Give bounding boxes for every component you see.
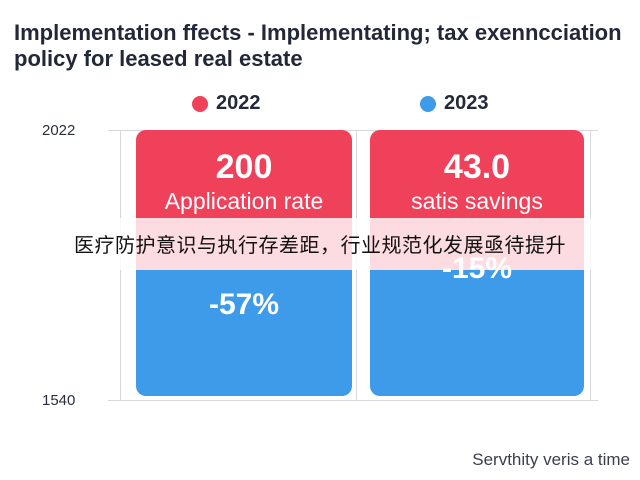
gridline-top xyxy=(108,130,598,131)
legend-swatch-2022 xyxy=(192,95,208,112)
y-tick-label-bottom: 1540 xyxy=(42,392,76,409)
legend: 2022 2023 xyxy=(0,92,640,116)
gridline-bottom xyxy=(108,400,598,401)
panel-1-top-value: 200 xyxy=(215,148,273,186)
chart-footer-note: Servthity veris a time xyxy=(472,450,630,469)
legend-label-2022: 2022 xyxy=(216,92,261,114)
legend-swatch-2023 xyxy=(420,95,436,112)
legend-item-2023: 2023 xyxy=(420,92,489,115)
panel-1-bottom-bar: -57% xyxy=(136,270,352,396)
panel-2-bottom-bar: -15% xyxy=(370,252,584,396)
y-tick-label-top: 2022 xyxy=(42,122,76,139)
caption-overlay-band xyxy=(0,218,640,270)
panel-1-bottom-value: -57% xyxy=(208,288,280,321)
panel-1-top-label: Application rate xyxy=(164,188,324,214)
chart-title: Implementation ffects - Implementating; … xyxy=(14,20,622,71)
legend-item-2022: 2022 xyxy=(192,92,261,115)
caption-overlay-text: 医疗防护意识与执行存差距，行业规范化发展亟待提升 xyxy=(74,233,566,257)
legend-label-2023: 2023 xyxy=(444,92,489,114)
panel-2-top-label: satis savings xyxy=(411,188,543,214)
panel-2-top-value: 43.0 xyxy=(443,148,511,186)
